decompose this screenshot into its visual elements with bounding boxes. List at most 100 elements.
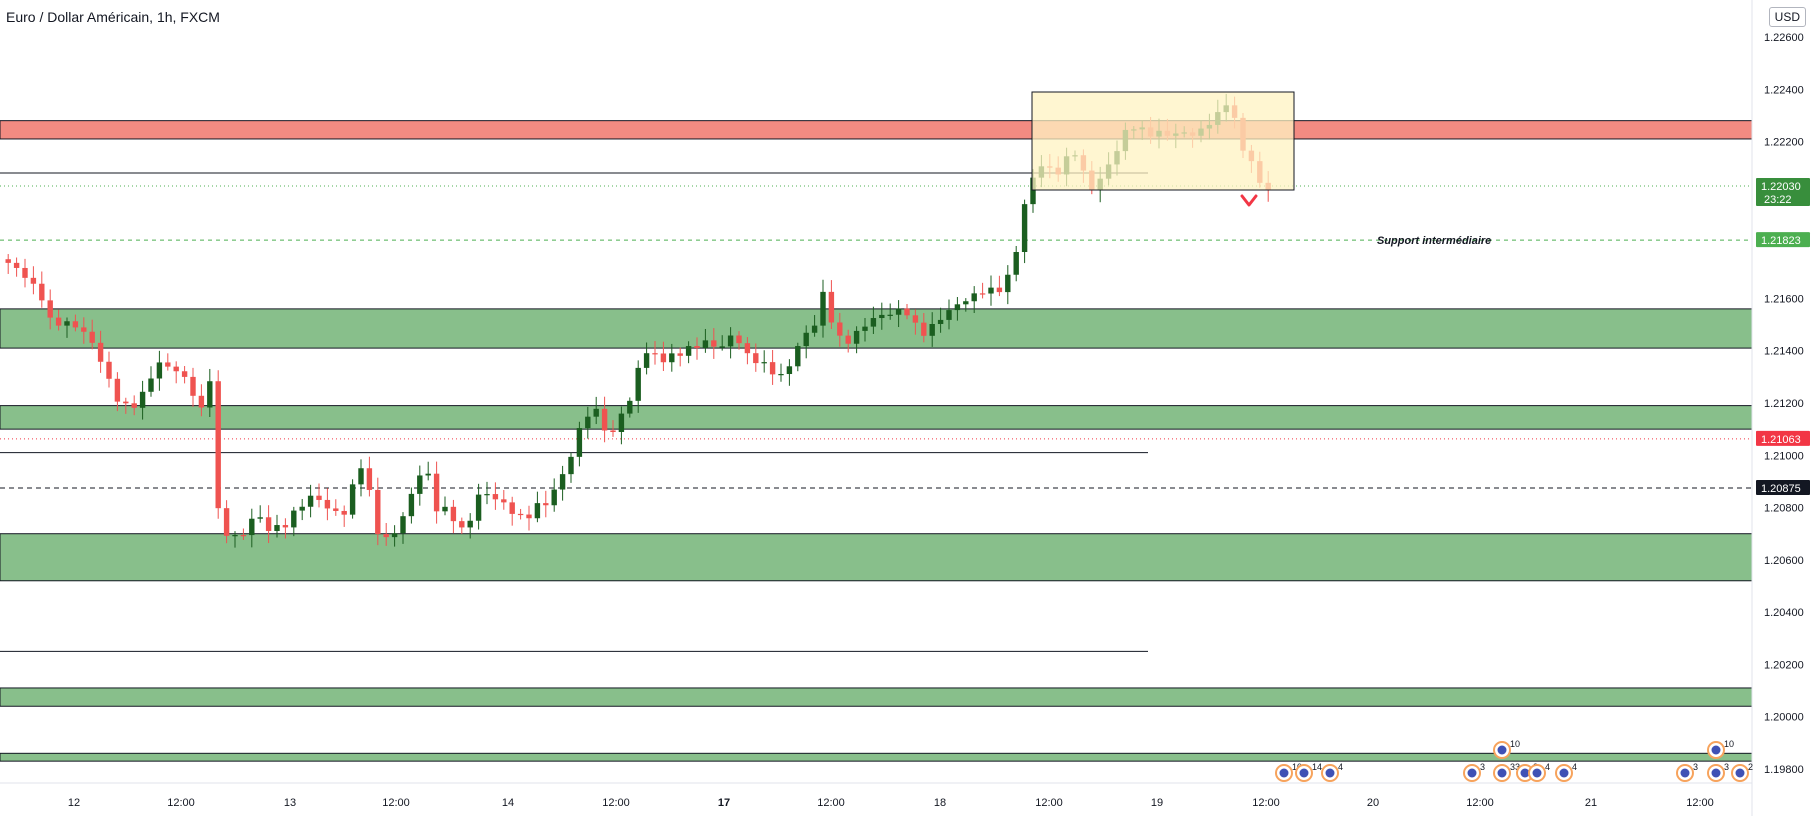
event-count: 3 <box>1693 762 1698 772</box>
bearish-candle <box>30 277 37 284</box>
bearish-candle <box>996 287 1003 293</box>
event-count: 3 <box>1480 762 1485 772</box>
time-tick-label: 12:00 <box>602 797 630 809</box>
bearish-candle <box>383 534 389 538</box>
price-tick-label: 1.21600 <box>1764 293 1804 305</box>
flag-emblem-icon <box>1559 768 1569 778</box>
event-badge[interactable]: 10 <box>1275 762 1302 782</box>
bullish-candle <box>576 428 583 457</box>
bullish-candle <box>811 325 818 333</box>
time-tick-label: 17 <box>718 797 730 809</box>
bearish-candle <box>610 430 616 432</box>
event-badge[interactable]: 3 <box>1463 762 1485 782</box>
bullish-candle <box>1030 177 1036 205</box>
event-count: 10 <box>1724 739 1734 749</box>
bullish-candle <box>803 332 809 347</box>
event-badge[interactable]: 4 <box>1528 762 1550 782</box>
bearish-candle <box>509 502 515 514</box>
levels-layer <box>0 172 1752 652</box>
bullish-candle <box>299 506 305 511</box>
flag-emblem-icon <box>1497 768 1507 778</box>
bullish-candle <box>761 362 767 364</box>
bullish-candle <box>408 493 415 517</box>
bullish-candle <box>207 381 213 408</box>
bullish-candle <box>1013 252 1019 275</box>
flag-emblem-icon <box>1299 768 1309 778</box>
bullish-candle <box>887 314 893 316</box>
bullish-candle <box>257 517 263 519</box>
price-tag-dashed-line: 1.20875 <box>1756 479 1810 495</box>
bearish-candle <box>517 513 524 516</box>
bullish-candle <box>232 535 238 537</box>
bullish-candle <box>702 340 709 348</box>
chart-title: Euro / Dollar Américain, 1h, FXCM <box>6 9 220 25</box>
bullish-candle <box>870 318 877 327</box>
bullish-candle <box>727 335 734 347</box>
currency-button[interactable]: USD <box>1768 7 1806 27</box>
support-zone <box>0 687 1753 707</box>
bearish-candle <box>265 517 272 531</box>
bullish-candle <box>139 391 146 408</box>
event-count: 14 <box>1312 762 1322 772</box>
bullish-candle <box>1005 274 1011 293</box>
event-count: 2 <box>1748 762 1753 772</box>
time-tick-label: 12:00 <box>382 797 410 809</box>
time-tick-label: 19 <box>1151 797 1163 809</box>
bullish-candle <box>954 304 961 311</box>
bearish-candle <box>769 362 776 375</box>
event-badge[interactable]: 4 <box>1555 762 1577 782</box>
bearish-candle <box>333 508 339 511</box>
bullish-candle <box>778 374 784 376</box>
bullish-candle <box>391 533 398 538</box>
bullish-candle <box>895 308 902 315</box>
event-badge[interactable]: 4 <box>1321 762 1343 782</box>
price-tick-label: 1.22200 <box>1764 137 1804 149</box>
bearish-candle <box>181 371 188 377</box>
bearish-candle <box>694 346 700 348</box>
price-tag-background <box>1756 430 1810 446</box>
price-tag-value: 1.21063 <box>1761 434 1801 446</box>
event-badge[interactable]: 33 <box>1493 762 1520 782</box>
bullish-candle <box>534 503 541 519</box>
bullish-candle <box>425 473 431 476</box>
bearish-candle <box>492 494 499 500</box>
flag-emblem-icon <box>1711 768 1721 778</box>
event-badge[interactable]: 10 <box>1493 739 1520 759</box>
time-tick-label: 12:00 <box>167 797 195 809</box>
bullish-candle <box>358 468 364 485</box>
bullish-candle <box>467 520 473 528</box>
event-badge[interactable]: 3 <box>1676 762 1698 782</box>
event-badge[interactable]: 2 <box>1731 762 1753 782</box>
bullish-candle <box>946 310 952 320</box>
event-badge[interactable]: 3 <box>1707 762 1729 782</box>
bearish-candle <box>711 340 717 347</box>
price-tag-background <box>1756 232 1810 248</box>
price-tick-label: 1.22600 <box>1764 32 1804 44</box>
price-tick-label: 1.21400 <box>1764 346 1804 358</box>
price-tick-label: 1.19800 <box>1764 764 1804 776</box>
bullish-candle <box>853 330 860 344</box>
flag-emblem-icon <box>1735 768 1745 778</box>
event-badge[interactable]: 14 <box>1295 762 1322 782</box>
bearish-candle <box>55 317 62 326</box>
bearish-candle <box>22 267 28 278</box>
bullish-candle <box>988 287 994 294</box>
event-badge[interactable]: 10 <box>1707 739 1734 759</box>
bearish-candle <box>223 508 230 536</box>
time-tick-label: 12:00 <box>1035 797 1063 809</box>
bullish-candle <box>568 456 574 475</box>
bullish-candle <box>963 301 969 305</box>
time-tick-label: 12 <box>68 797 80 809</box>
bearish-candle <box>845 335 851 344</box>
price-tag-value: 1.21823 <box>1761 235 1801 247</box>
bearish-candle <box>123 401 129 404</box>
bearish-candle <box>81 327 87 332</box>
bearish-candle <box>97 342 104 362</box>
flag-emblem-icon <box>1520 768 1530 778</box>
support-label: Support intermédiaire <box>1377 235 1491 247</box>
flag-emblem-icon <box>1497 745 1507 755</box>
bullish-candle <box>820 291 826 326</box>
